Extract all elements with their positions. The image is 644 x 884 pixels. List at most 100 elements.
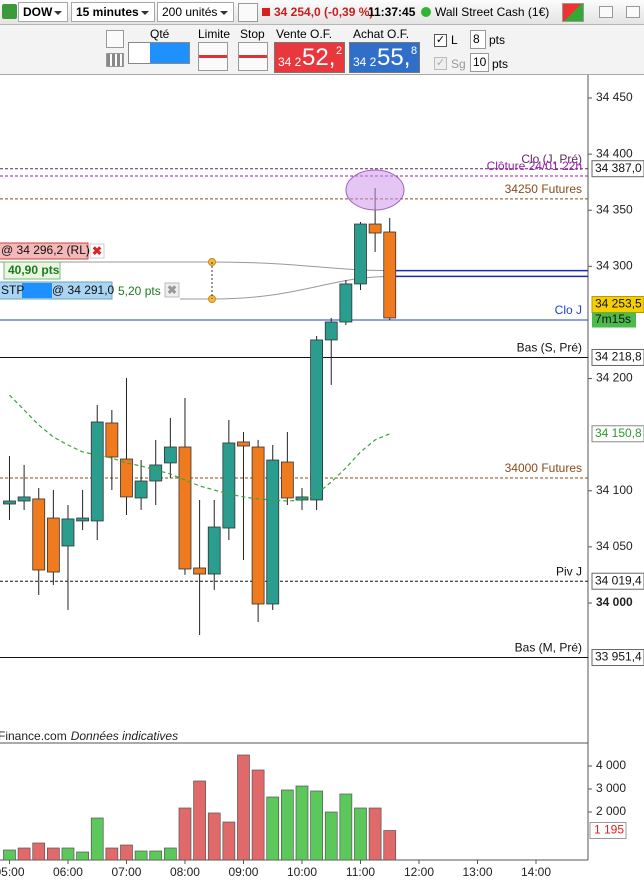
down-marker — [262, 8, 270, 16]
candle-body — [90, 421, 104, 522]
refresh-button[interactable] — [562, 3, 584, 22]
volume-bar — [368, 807, 382, 860]
volume-bar — [149, 850, 163, 860]
period-select[interactable]: 15 minutes — [71, 2, 155, 22]
sell-button[interactable]: 34 2 52, 2 — [274, 42, 345, 73]
volume-bar — [120, 844, 133, 860]
volume-bar — [324, 811, 338, 860]
y-tick-label: 34 100 — [596, 483, 633, 497]
candle-body — [324, 321, 338, 341]
volume-bar — [295, 785, 309, 860]
source-note: Données indicatives — [71, 729, 178, 743]
volume-bar — [178, 807, 192, 860]
period: 15 minutes — [76, 5, 139, 19]
moving-average — [9, 394, 390, 502]
x-tick-label: 06:00 — [53, 865, 83, 879]
volume-bar — [207, 812, 221, 860]
app-icon[interactable] — [2, 4, 17, 19]
x-tick-label: 11:00 — [346, 865, 375, 879]
stop-label: Stop — [240, 27, 265, 41]
order-connector — [180, 275, 391, 300]
candle-body — [280, 461, 294, 499]
order-qty — [22, 283, 52, 298]
candle-body — [237, 441, 250, 447]
candle-body — [207, 526, 221, 575]
buy-button[interactable]: 34 2 55, 8 — [349, 42, 420, 73]
source: Finance.com Données indicatives — [0, 729, 178, 743]
x-tick-label: 14:00 — [521, 865, 551, 879]
layer — [3, 754, 397, 860]
candle-body — [310, 339, 324, 501]
buy-last: 8 — [411, 45, 418, 57]
candle-body — [46, 517, 60, 573]
y-tick-label: 34 050 — [596, 539, 633, 553]
y-tick-label: 3 000 — [596, 781, 626, 795]
volume-tag — [589, 822, 627, 840]
sell-prefix: 34 2 — [278, 55, 302, 69]
units-select[interactable]: 200 unités — [157, 2, 234, 22]
candle-body — [120, 458, 133, 498]
sg-input[interactable]: 10 — [470, 53, 489, 72]
y-tick-label: 2 000 — [596, 804, 626, 818]
symbol-select[interactable]: DOW — [18, 2, 68, 22]
qty-input[interactable] — [128, 42, 190, 64]
candle-body — [383, 231, 397, 319]
order-cancel-x: ✖ — [167, 283, 177, 297]
keypad-button[interactable] — [106, 53, 124, 67]
y-tick-label: 34 000 — [596, 595, 633, 609]
candle-body — [266, 459, 280, 605]
status-dot — [421, 7, 431, 17]
volume-bar — [266, 796, 280, 860]
sg-unit: pts — [492, 57, 509, 71]
level-label: Bas (S, Pré) — [517, 341, 582, 355]
instrument: Wall Street Cash (1€) — [435, 5, 550, 19]
price-axis-bg — [588, 75, 644, 884]
sell-main: 52, — [302, 44, 336, 71]
l-checkbox[interactable]: ✓ — [434, 34, 447, 47]
order-panel: Qté Limite Stop Vente O.F. 34 2 52, 2 Ac… — [0, 25, 644, 75]
l-unit: pts — [489, 33, 506, 47]
level-label: Clo J — [555, 303, 582, 317]
limit-button[interactable] — [198, 42, 228, 71]
volume-bar — [17, 847, 31, 860]
sell-label: Vente O.F. — [276, 27, 333, 41]
level-tag-label: 34 019,4 — [595, 573, 642, 587]
order-connector — [0, 261, 391, 272]
sg-checkbox[interactable]: ✓ — [434, 57, 447, 70]
candle-body — [178, 446, 192, 570]
candle-body — [163, 446, 177, 464]
y-tick-label: 34 450 — [596, 90, 633, 104]
volume-bar — [237, 754, 250, 860]
order-cancel[interactable] — [164, 282, 180, 298]
volume-bar — [164, 847, 177, 860]
l-input[interactable]: 8 — [470, 30, 486, 49]
volume-bar — [310, 790, 323, 860]
level-tag-label: 34 387,0 — [595, 161, 642, 175]
window-button[interactable] — [599, 6, 613, 18]
close-button[interactable] — [626, 6, 640, 18]
order-cancel[interactable] — [89, 243, 105, 259]
level-tag-label: 34 218,8 — [595, 350, 642, 364]
limit-label: Limite — [198, 27, 231, 41]
x-tick-label: 05:00 — [0, 865, 25, 879]
stop-button[interactable] — [238, 42, 268, 71]
order-label: @ 34 291,0 — [52, 283, 115, 297]
y-tick-label: 34 400 — [596, 146, 633, 160]
candle-body — [368, 223, 382, 234]
chart-button[interactable] — [238, 3, 258, 22]
x-tick-label: 08:00 — [170, 865, 200, 879]
qty-label: Qté — [150, 27, 170, 41]
settings-button[interactable] — [106, 30, 124, 48]
buy-main: 55, — [377, 44, 411, 71]
y-tick-label: 34 300 — [596, 259, 633, 273]
volume-bar — [105, 847, 119, 860]
candle-body — [339, 283, 353, 323]
candle-body — [3, 500, 16, 505]
y-tick-label: 34 200 — [596, 371, 633, 385]
timer-tag — [592, 312, 636, 328]
volume-bar — [3, 849, 16, 860]
layer: Clo (J, Pré)Clôture 24/01 22h 34250 Futur… — [0, 152, 588, 743]
y-tick-label: 4 000 — [596, 758, 626, 772]
